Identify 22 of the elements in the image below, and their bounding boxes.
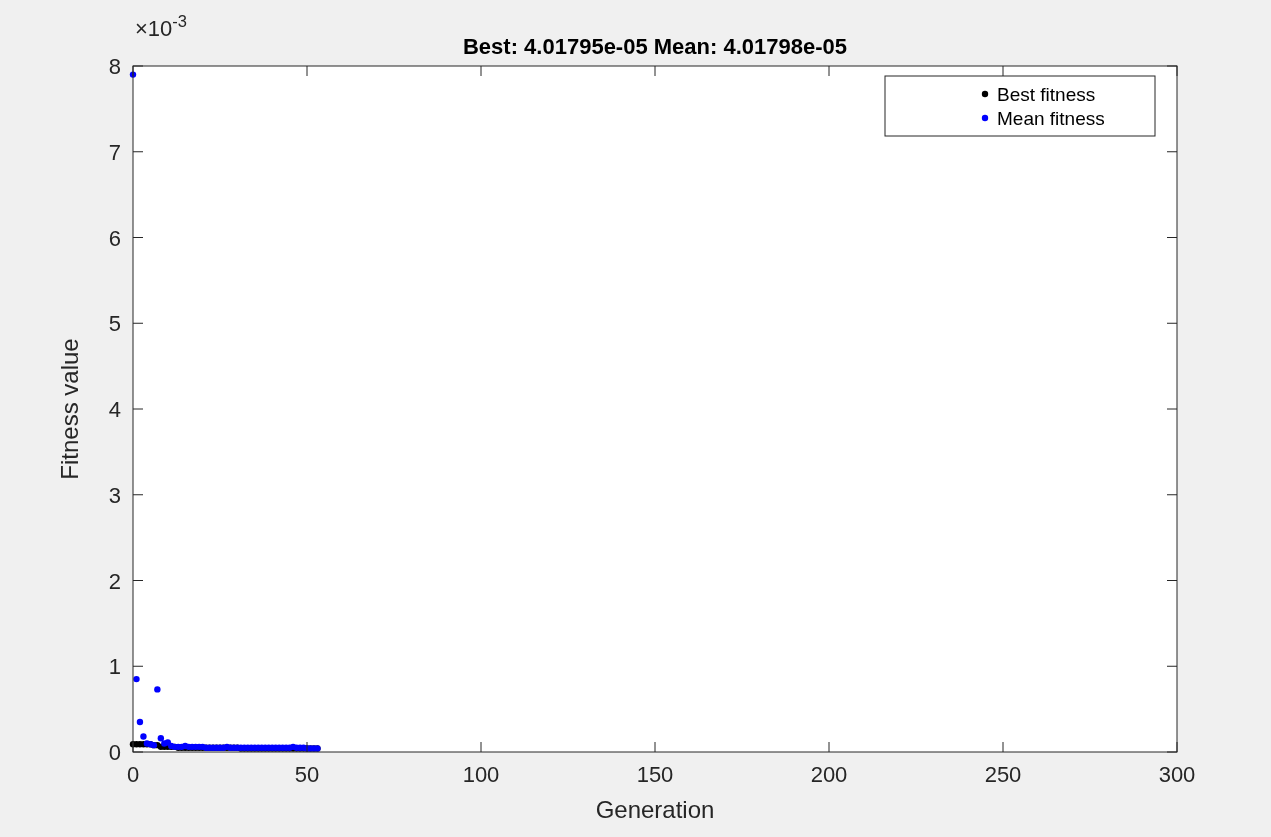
y-tick-label: 8 [108, 54, 121, 79]
y-tick-label: 6 [108, 225, 121, 251]
y-axis-title: Fitness value [56, 338, 83, 480]
x-tick-label: 100 [462, 762, 500, 787]
x-axis-title: Generation [595, 796, 715, 823]
y-tick-label: 3 [108, 482, 121, 508]
y-tick-label: 4 [108, 397, 121, 422]
text: ×10$^{-3}$ [135, 12, 187, 41]
y-tick-label: 5 [108, 311, 121, 337]
x-tick-label: 150 [636, 762, 674, 787]
y-tick-label: 7 [108, 139, 121, 165]
chart-title: Best: 4.01795e-05 Mean: 4.01798e-05 [462, 34, 848, 59]
x-tick-label: 250 [984, 762, 1022, 787]
y-tick-label: 0 [108, 740, 121, 765]
x-tick-label: 50 [294, 762, 320, 787]
x-tick-label: 0 [126, 762, 140, 787]
x-tick-label: 300 [1158, 762, 1196, 787]
legend-label: Best fitness [997, 84, 1096, 105]
y-tick-label: 2 [108, 568, 121, 594]
y-tick-label: 1 [108, 654, 121, 680]
legend-label: Mean fitness [997, 108, 1105, 129]
x-tick-label: 200 [810, 762, 848, 787]
